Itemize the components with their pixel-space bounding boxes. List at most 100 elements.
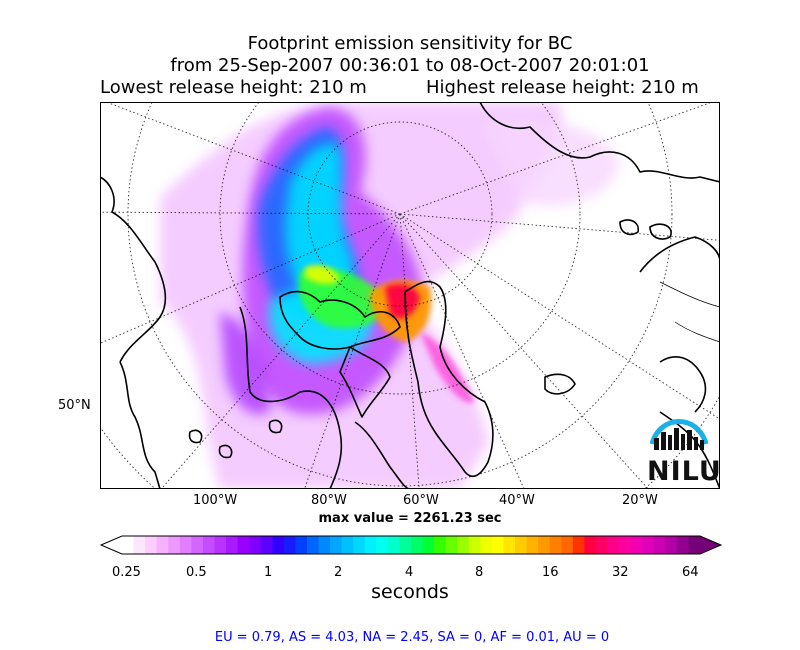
colorbar-cell [226,536,239,554]
nilu-logo-text: NILU [647,456,722,487]
colorbar-cell [376,536,389,554]
colorbar-cell [145,536,158,554]
colorbar-cell [549,536,562,554]
coast-small-islands [188,419,283,459]
field-yellow [305,265,340,284]
colorbar-cell [422,536,435,554]
colorbar-cell [411,536,424,554]
coast-canada-west [119,361,161,489]
lon-label-80w: 80°W [311,493,347,508]
colorbar-cell [214,536,227,554]
colorbar-cell [353,536,366,554]
colorbar-cell [399,536,412,554]
colorbar-cell [642,536,655,554]
colorbar-cell [191,536,204,554]
colorbar-cell [595,536,609,554]
colorbar-unit-label: seconds [371,581,449,603]
colorbar [100,535,722,555]
colorbar-cell [480,536,493,554]
colorbar-tick-8: 64 [682,565,699,580]
colorbar-cell [676,536,689,554]
colorbar-cell [584,536,597,554]
colorbar-cell [434,536,447,554]
lon-label-60w: 60°W [403,493,439,508]
coast-siberia [479,102,720,183]
colorbar-cell [295,536,308,554]
coast-hudson-bay [239,306,343,489]
colorbar-tick-7: 32 [612,565,629,580]
colorbar-cell [688,536,701,554]
colorbar-cell [526,536,539,554]
colorbar-cell [387,536,400,554]
colorbar-cell [306,536,320,554]
colorbar-cell [168,536,181,554]
colorbar-cell [364,536,377,554]
lon-label-40w: 40°W [499,493,535,508]
coast-alaska [100,176,167,363]
field-light-purple-2 [480,118,620,206]
coast-greenland [404,280,494,478]
colorbar-cell [630,536,643,554]
colorbar-cell [341,536,354,554]
colorbar-tick-0: 0.25 [112,565,141,580]
region-summary: EU = 0.79, AS = 4.03, NA = 2.45, SA = 0,… [214,630,610,645]
coast-labrador [354,421,411,489]
colorbar-tick-1: 0.5 [186,565,207,580]
colorbar-cell [515,536,528,554]
colorbar-tick-5: 8 [475,565,484,580]
field-red [385,283,420,319]
colorbar-tick-6: 16 [542,565,559,580]
colorbar-cell [283,536,296,554]
colorbar-cell [538,536,551,554]
colorbar-outline [100,535,722,555]
colorbar-cell [249,536,262,554]
nilu-logo-arc [649,419,709,445]
colorbar-cell [237,536,250,554]
title-line-2: from 25-Sep-2007 00:36:01 to 08-Oct-2007… [170,55,650,76]
graticule [100,102,720,489]
footprint-map [100,102,720,489]
colorbar-cell [491,536,504,554]
max-value-label: max value = 2261.23 sec [318,511,502,526]
coast-islands-east [619,219,672,240]
lon-label-20w: 20°W [622,493,658,508]
colorbar-cell [260,536,273,554]
colorbar-tick-4: 4 [405,565,414,580]
lon-label-100w: 100°W [193,493,238,508]
nilu-logo [649,419,709,450]
coast-baffin [339,346,391,418]
colorbar-extend-low [101,536,122,554]
colorbar-tick-3: 2 [334,565,343,580]
colorbar-cell [202,536,215,554]
colorbar-cell [468,536,481,554]
nilu-logo-skyline [654,428,704,450]
coast-scandinavia [639,236,720,413]
field-cyan [285,143,354,307]
colorbar-cell [272,536,285,554]
colorbar-cell [607,536,620,554]
lat-label-50n: 50°N [58,398,91,413]
colorbar-cell [503,536,516,554]
colorbar-cell [330,536,343,554]
colorbar-extend-high [700,536,721,554]
sensitivity-field [160,102,620,489]
coast-arctic-islands [279,290,401,350]
colorbar-tick-2: 1 [264,565,273,580]
colorbar-cell [653,536,666,554]
colorbar-cell [572,536,585,554]
colorbar-cell [665,536,678,554]
colorbar-cell [561,536,574,554]
colorbar-cell [156,536,169,554]
colorbar-cell [133,536,146,554]
colorbar-cell [619,536,632,554]
colorbar-cell [445,536,458,554]
colorbar-cell [122,536,135,554]
lowest-release-height: Lowest release height: 210 m [100,77,367,98]
colorbar-cells [101,536,721,554]
coast-iceland [544,373,576,395]
highest-release-height: Highest release height: 210 m [426,77,699,98]
title-line-1: Footprint emission sensitivity for BC [247,33,573,54]
country-borders [659,281,720,343]
colorbar-cell [179,536,192,554]
colorbar-cell [457,536,470,554]
